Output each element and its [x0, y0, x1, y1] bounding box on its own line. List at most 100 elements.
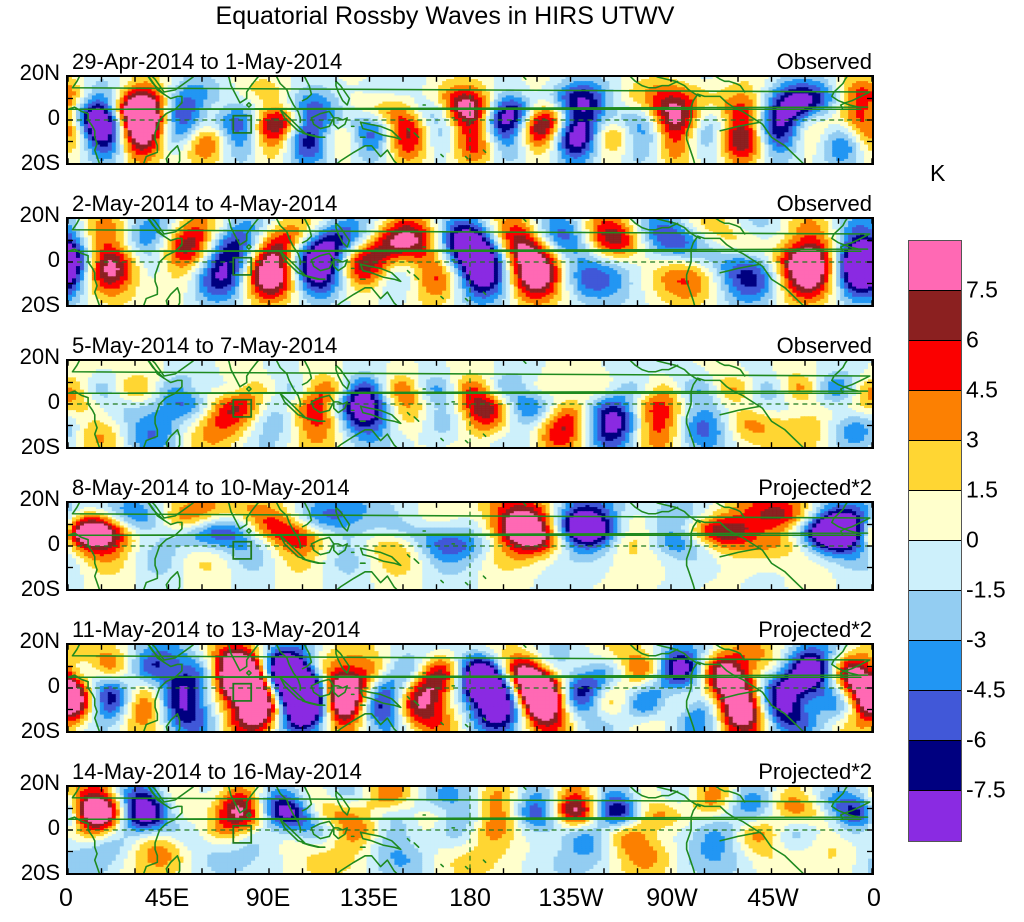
- page-title: Equatorial Rossby Waves in HIRS UTWV: [0, 2, 890, 31]
- coastlines: [68, 503, 871, 589]
- box-marker: [232, 256, 253, 276]
- map-panel: [66, 359, 874, 449]
- box-marker: [232, 114, 253, 134]
- colorbar-band: [909, 641, 961, 691]
- colorbar-tick-label: 3: [966, 427, 979, 454]
- contour-field: [68, 645, 872, 731]
- panel-date-range: 11-May-2014 to 13-May-2014: [72, 617, 360, 643]
- map-panel-plot: [66, 785, 874, 875]
- colorbar-band: [909, 291, 961, 341]
- panel-date-range: 29-Apr-2014 to 1-May-2014: [72, 49, 342, 75]
- panel-source-label: Projected*2: [758, 617, 872, 643]
- x-axis-tick-label: 0: [59, 884, 73, 913]
- colorbar-tick-label: 1.5: [966, 477, 998, 504]
- panel-source-label: Observed: [777, 333, 872, 359]
- colorbar-tick-label: -6: [966, 727, 986, 754]
- map-panel: [66, 501, 874, 591]
- map-panel-plot: [66, 217, 874, 307]
- panel-source-label: Projected*2: [758, 759, 872, 785]
- colorbar-tick-label: 0: [966, 527, 979, 554]
- coastlines: [68, 787, 871, 873]
- coastlines: [68, 219, 871, 305]
- y-axis-tick-label: 20S: [0, 436, 60, 458]
- colorbar-tick-label: -3: [966, 627, 986, 654]
- box-marker: [232, 540, 253, 560]
- colorbar-band: [909, 391, 961, 441]
- x-axis-tick-label: 90W: [646, 884, 697, 913]
- contour-field: [68, 77, 872, 163]
- map-panel-plot: [66, 359, 874, 449]
- colorbar-unit-label: K: [930, 160, 945, 187]
- map-panel: [66, 785, 874, 875]
- x-axis-tick-label: 135W: [538, 884, 603, 913]
- colorbar-tick-label: 6: [966, 327, 979, 354]
- panel-ticks: [68, 361, 872, 447]
- y-axis-tick-label: 20N: [0, 346, 60, 368]
- x-axis-tick-label: 180: [449, 884, 491, 913]
- colorbar-band: [909, 491, 961, 541]
- colorbar-tick-label: -7.5: [966, 777, 1006, 804]
- panel-ticks: [68, 787, 872, 873]
- x-axis-tick-label: 0: [867, 884, 881, 913]
- colorbar-band: [909, 591, 961, 641]
- y-axis-tick-label: 0: [0, 533, 60, 555]
- box-marker: [232, 398, 253, 418]
- contour-field: [68, 219, 872, 305]
- contour-field: [68, 361, 872, 447]
- x-axis-tick-label: 45E: [145, 884, 189, 913]
- panel-source-label: Observed: [777, 49, 872, 75]
- panel-date-range: 14-May-2014 to 16-May-2014: [72, 759, 362, 785]
- panel-date-range: 2-May-2014 to 4-May-2014: [72, 191, 337, 217]
- contour-field: [68, 503, 872, 589]
- colorbar-band: [909, 691, 961, 741]
- panel-date-range: 5-May-2014 to 7-May-2014: [72, 333, 337, 359]
- colorbar: [908, 240, 962, 842]
- map-panel: [66, 643, 874, 733]
- map-panel-plot: [66, 501, 874, 591]
- y-axis-tick-label: 20N: [0, 488, 60, 510]
- coastlines: [68, 645, 871, 731]
- y-axis-tick-label: 20S: [0, 152, 60, 174]
- map-panel-plot: [66, 643, 874, 733]
- panel-date-range: 8-May-2014 to 10-May-2014: [72, 475, 350, 501]
- box-marker: [232, 824, 253, 844]
- y-axis-tick-label: 20S: [0, 862, 60, 884]
- colorbar-band: [909, 441, 961, 491]
- panel-source-label: Observed: [777, 191, 872, 217]
- y-axis-tick-label: 20S: [0, 578, 60, 600]
- colorbar-band: [909, 241, 961, 291]
- y-axis-tick-label: 20N: [0, 772, 60, 794]
- map-panel: [66, 75, 874, 165]
- colorbar-tick-label: -4.5: [966, 677, 1006, 704]
- contour-field: [68, 787, 872, 873]
- panel-ticks: [68, 645, 872, 731]
- panel-ticks: [68, 503, 872, 589]
- map-panel-plot: [66, 75, 874, 165]
- y-axis-tick-label: 0: [0, 817, 60, 839]
- colorbar-tick-label: 4.5: [966, 377, 998, 404]
- x-axis: 0 45E 90E 135E 180 135W 90W 45W 0: [59, 884, 881, 918]
- x-axis-tick-label: 45W: [747, 884, 798, 913]
- colorbar-tick-label: -1.5: [966, 577, 1006, 604]
- box-marker: [232, 682, 253, 702]
- y-axis-tick-label: 0: [0, 391, 60, 413]
- y-axis-tick-label: 20N: [0, 630, 60, 652]
- colorbar-band: [909, 341, 961, 391]
- y-axis-tick-label: 0: [0, 107, 60, 129]
- colorbar-tick-label: 7.5: [966, 277, 998, 304]
- coastlines: [68, 361, 871, 447]
- y-axis-tick-label: 0: [0, 675, 60, 697]
- map-panel: [66, 217, 874, 307]
- colorbar-band: [909, 791, 961, 841]
- panel-ticks: [68, 77, 872, 163]
- colorbar-band: [909, 741, 961, 791]
- y-axis-tick-label: 20N: [0, 62, 60, 84]
- y-axis-tick-label: 0: [0, 249, 60, 271]
- colorbar-tick-labels: 7.5 6 4.5 3 1.5 0 -1.5 -3 -4.5 -6 -7.5: [966, 240, 1024, 840]
- panel-ticks: [68, 219, 872, 305]
- y-axis-tick-label: 20S: [0, 720, 60, 742]
- y-axis-tick-label: 20N: [0, 204, 60, 226]
- colorbar-band: [909, 541, 961, 591]
- panel-source-label: Projected*2: [758, 475, 872, 501]
